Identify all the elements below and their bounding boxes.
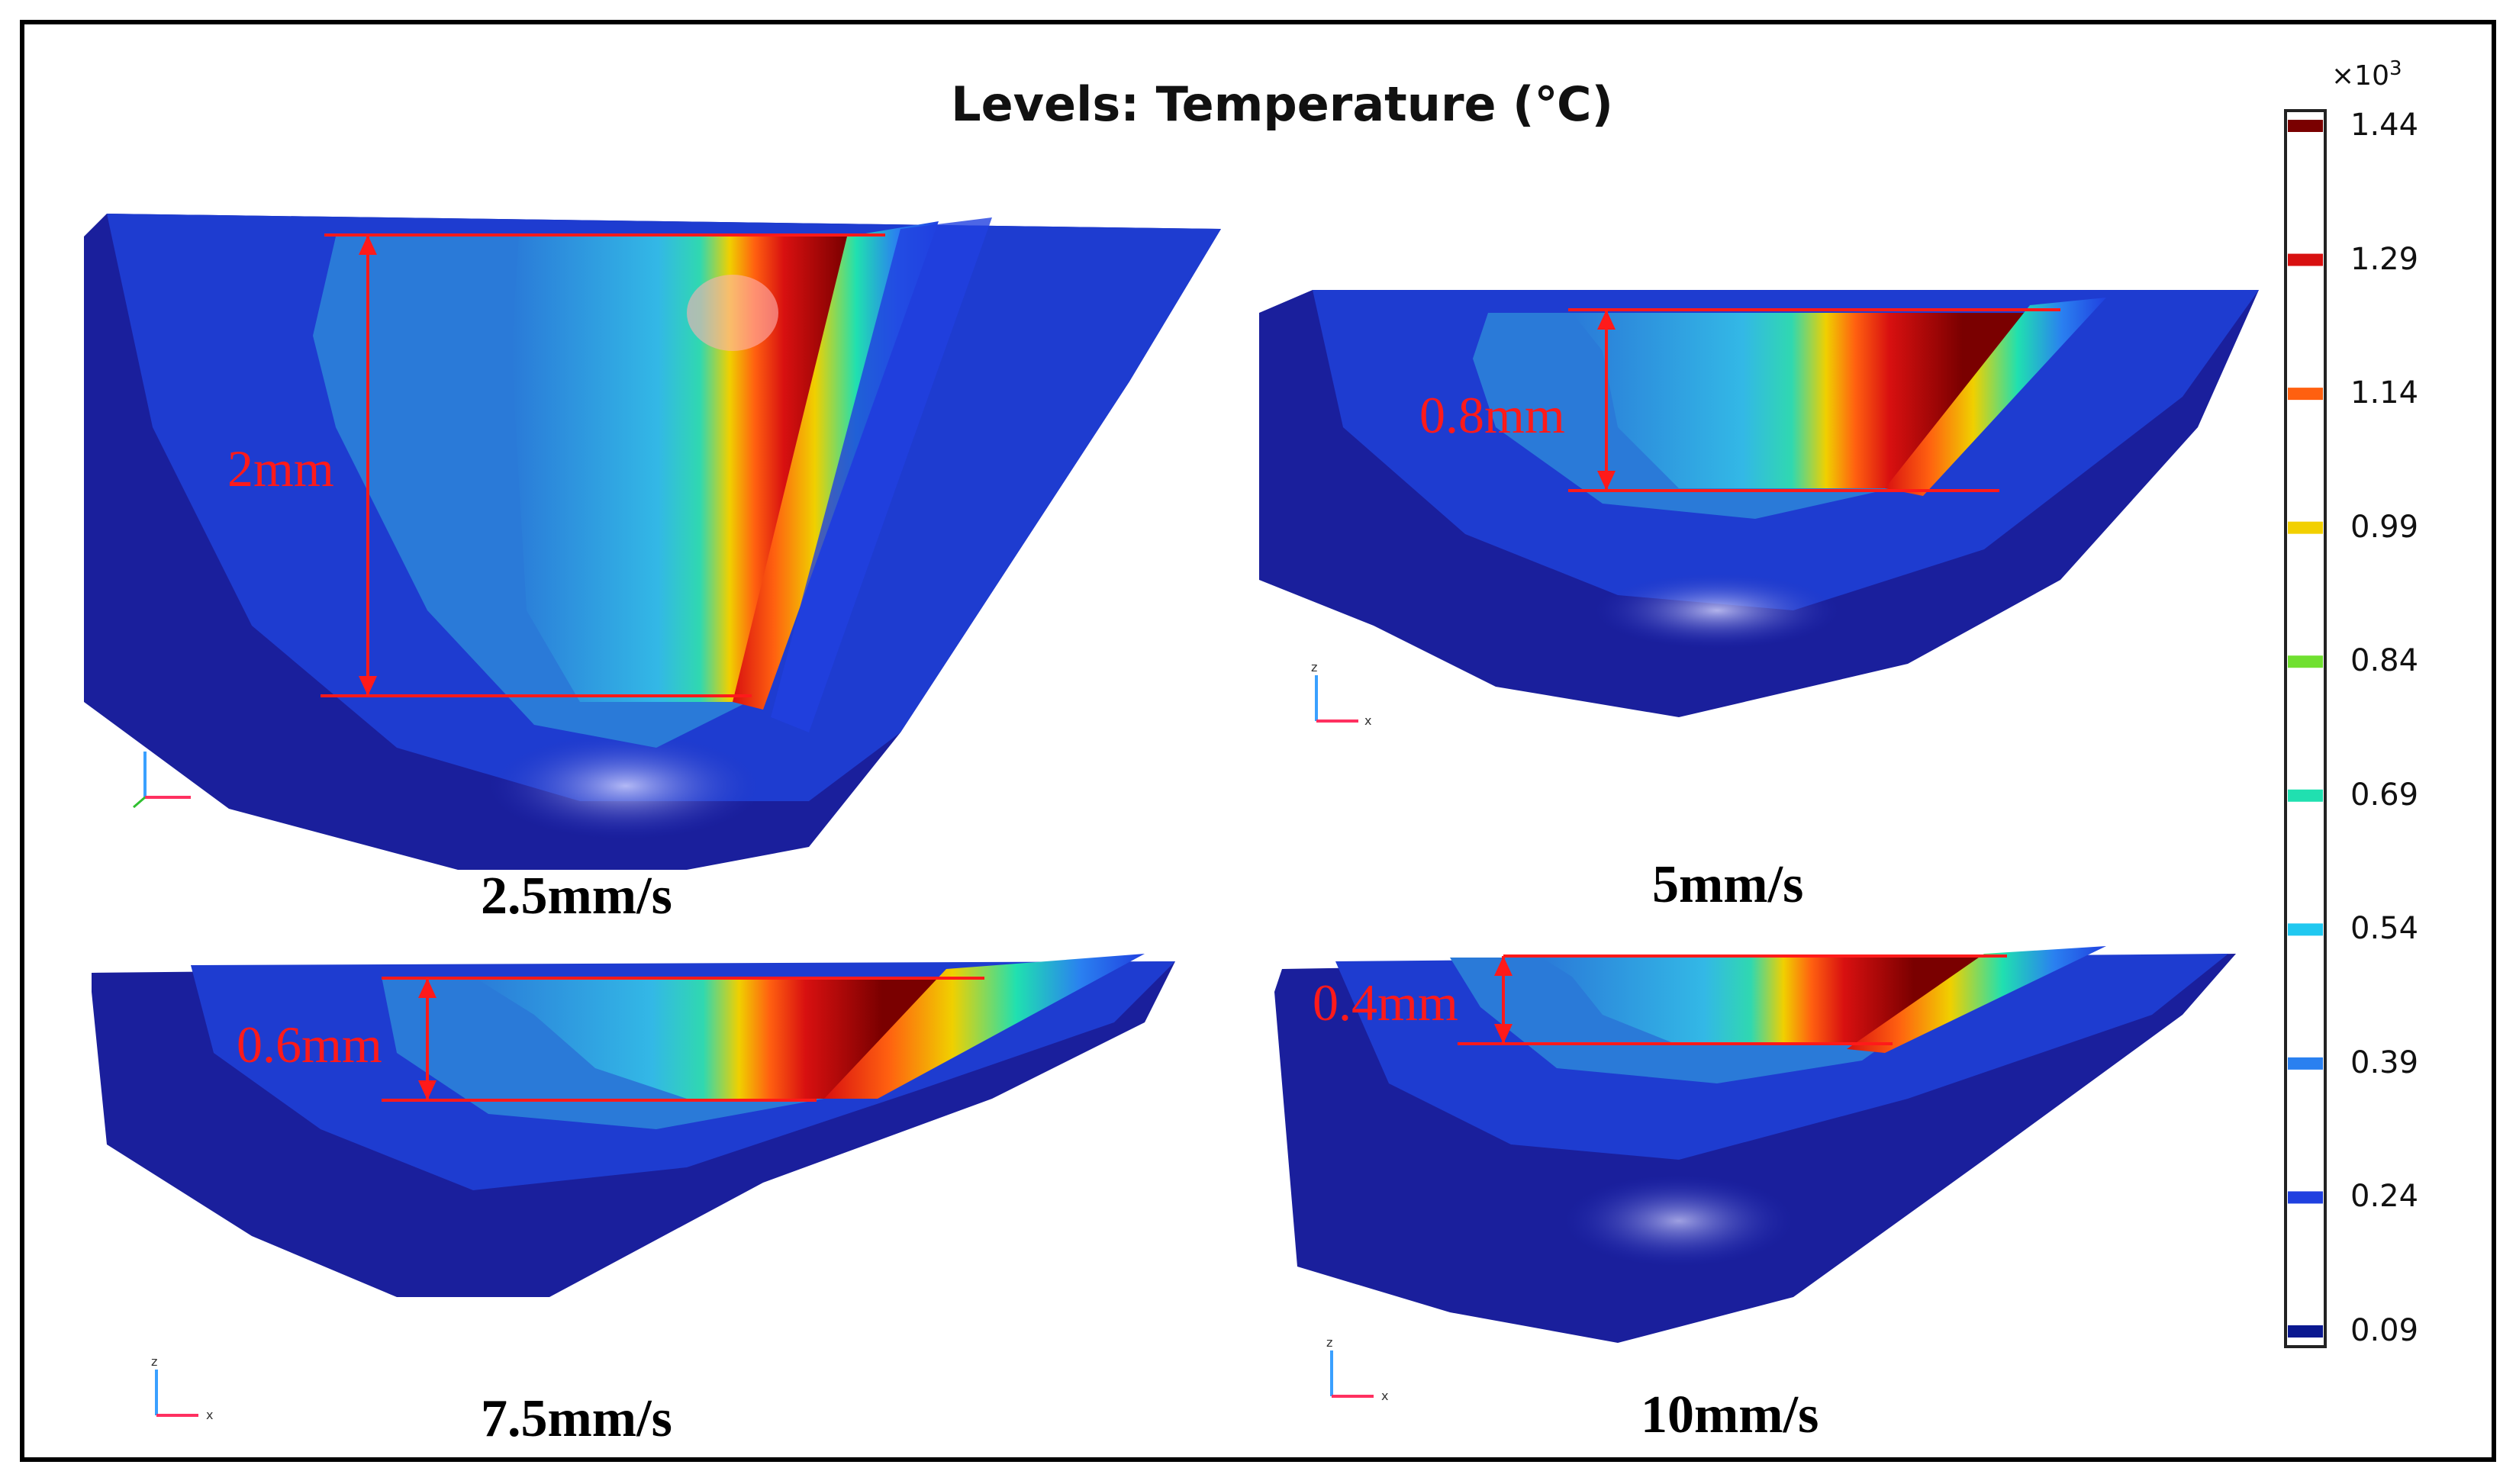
panel-2-5mms <box>84 214 1221 870</box>
colorbar-level-swatch <box>2288 1325 2323 1338</box>
axis-triad-2: z x <box>1311 660 1371 728</box>
depth-label-10: 0.4mm <box>1313 974 1458 1032</box>
depth-label-2-5: 2mm <box>227 439 334 497</box>
colorbar-level-swatch <box>2288 789 2323 802</box>
figure-title: Levels: Temperature (℃) <box>951 76 1613 132</box>
colorbar-tick-label: 0.69 <box>2350 777 2419 813</box>
figure-border <box>20 20 2496 1462</box>
speed-label-5: 5mm/s <box>1652 855 1804 914</box>
svg-text:z: z <box>1311 660 1317 674</box>
svg-text:z: z <box>151 1354 157 1369</box>
axis-triad-4: z x <box>1326 1335 1388 1403</box>
depth-label-7-5: 0.6mm <box>237 1016 382 1074</box>
colorbar-level-swatch <box>2288 388 2323 401</box>
colorbar-tick-label: 1.29 <box>2350 241 2419 277</box>
colorbar-level-swatch <box>2288 923 2323 936</box>
colorbar-multiplier: ×103 <box>2331 57 2402 92</box>
svg-text:x: x <box>1381 1389 1388 1403</box>
colorbar-level-swatch <box>2288 655 2323 668</box>
colorbar-tick-label: 0.84 <box>2350 643 2419 679</box>
axis-triad-3: z x <box>151 1354 213 1422</box>
panel-5mms: z x <box>1259 290 2259 728</box>
panel-7-5mms: z x <box>92 954 1175 1422</box>
colorbar-tick-label: 0.09 <box>2350 1313 2419 1348</box>
colorbar <box>2284 109 2327 1348</box>
colorbar-level-swatch <box>2288 253 2323 266</box>
speed-label-7-5: 7.5mm/s <box>481 1389 672 1448</box>
speed-label-10: 10mm/s <box>1641 1386 1819 1444</box>
panel-10mms: z x <box>1274 946 2236 1403</box>
colorbar-tick-label: 0.54 <box>2350 911 2419 947</box>
svg-text:x: x <box>1364 713 1371 728</box>
colorbar-tick-label: 0.99 <box>2350 509 2419 545</box>
colorbar-tick-label: 1.14 <box>2350 375 2419 411</box>
colorbar-level-swatch <box>2288 1191 2323 1204</box>
svg-text:x: x <box>206 1408 213 1422</box>
colorbar-level-swatch <box>2288 521 2323 534</box>
colorbar-tick-label: 0.24 <box>2350 1179 2419 1215</box>
speed-label-2-5: 2.5mm/s <box>481 867 672 925</box>
colorbar-level-swatch <box>2288 120 2323 132</box>
axis-triad-1 <box>133 752 191 809</box>
colorbar-level-swatch <box>2288 1057 2323 1070</box>
colorbar-tick-label: 0.39 <box>2350 1045 2419 1080</box>
depth-label-5: 0.8mm <box>1419 386 1565 444</box>
colorbar-tick-label: 1.44 <box>2350 108 2419 143</box>
svg-text:z: z <box>1326 1335 1332 1350</box>
